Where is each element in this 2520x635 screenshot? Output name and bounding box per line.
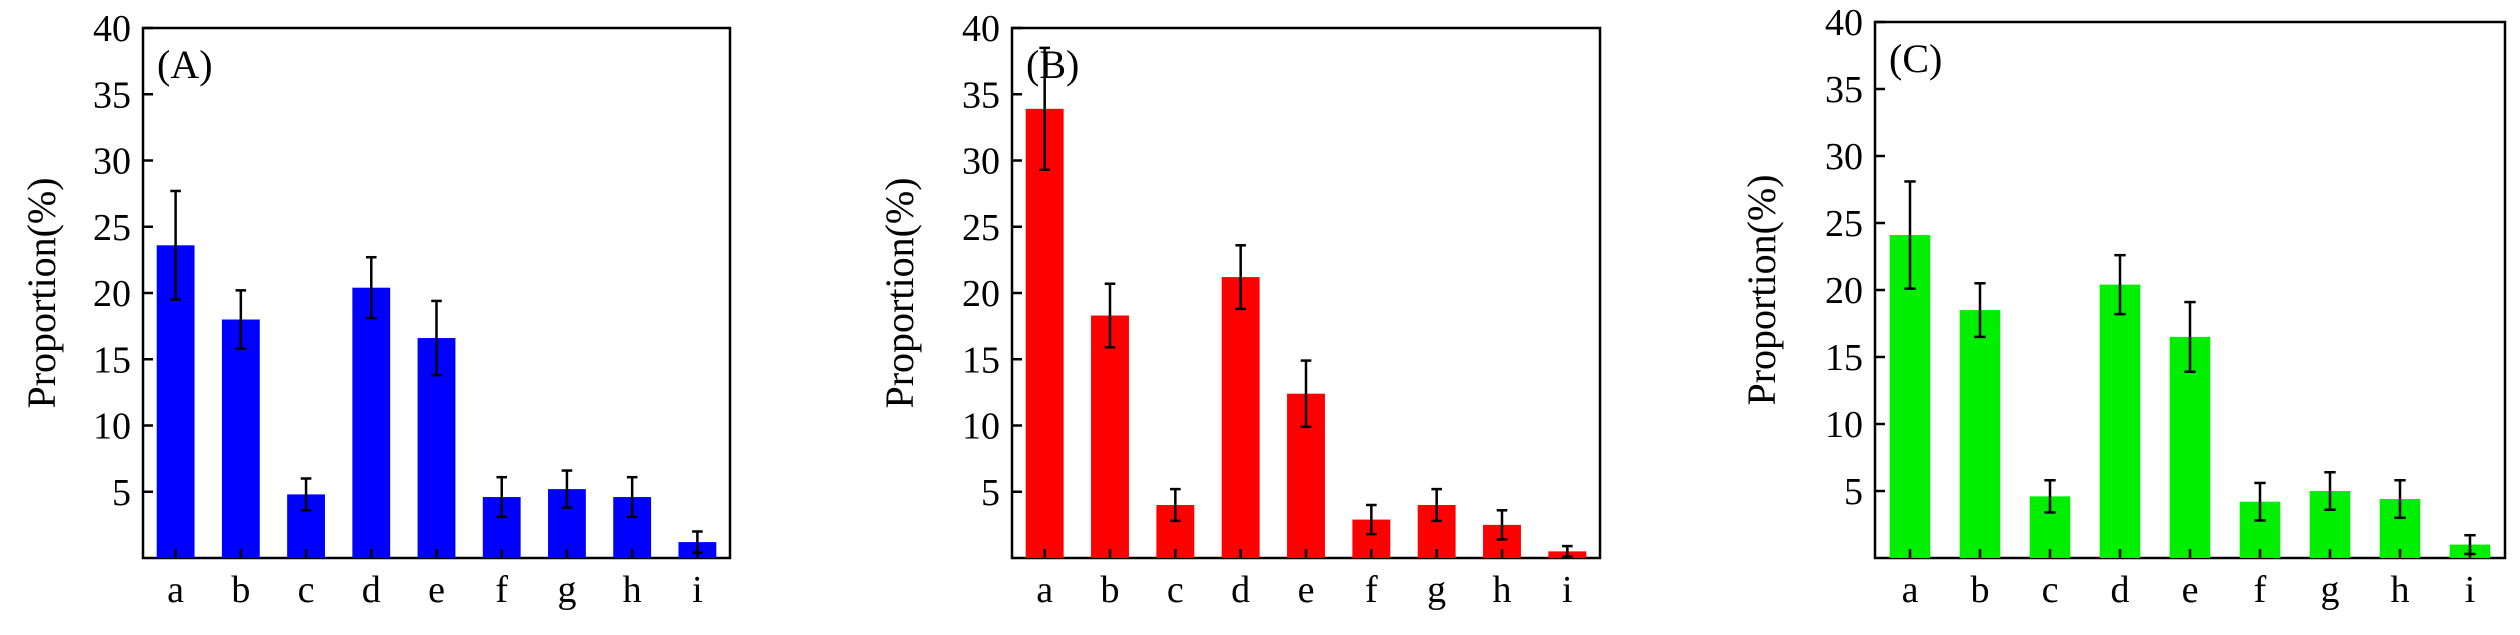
panel-a-label: (A) (157, 42, 213, 87)
panel-b-error-bar-b (1104, 282, 1116, 349)
panel-a-y-tick-label: 30 (93, 141, 131, 183)
panel-b-error-bar-g (1431, 487, 1442, 523)
panel-b-bar-a (1025, 108, 1064, 558)
panel-c-bar-d (2099, 284, 2141, 558)
panel-b-y-tick-label: 25 (962, 207, 1000, 249)
panel-a-x-tick-label: c (298, 569, 315, 611)
panel-b-x-tick-label: d (1231, 569, 1250, 611)
panel-c-x-tick-label: g (2321, 569, 2340, 611)
panel-b-x-tick-label: h (1493, 569, 1512, 611)
panel-a-x-tick-label: h (623, 569, 642, 611)
panel-b-x-tick-label: e (1298, 569, 1315, 611)
panel-b-y-axis-title: Proportion(%) (877, 177, 922, 408)
panel-a-y-tick-label: 5 (112, 472, 131, 514)
panel-c-error-bar-h (2394, 479, 2406, 520)
panel-a-error-bar-a (170, 189, 181, 301)
panel-a-y-tick-label: 40 (93, 8, 131, 50)
panel-b-error-bar-a (1039, 46, 1050, 172)
panel-b-y-tick-label: 10 (962, 406, 1000, 448)
panel-b-x-tick-label: c (1167, 569, 1184, 611)
panel-b-error-bar-c (1170, 487, 1181, 523)
panel-c-error-bar-d (2114, 253, 2126, 316)
panel-a-x-tick-label: f (495, 569, 508, 611)
panel-a-error-bar-c (300, 477, 312, 512)
panel-a-bar-d (352, 287, 391, 558)
panel-c-x-tick-label: h (2391, 569, 2410, 611)
panel-c-y-tick-label: 20 (1825, 270, 1863, 312)
panel-c-x-tick-label: f (2254, 569, 2267, 611)
panel-b-y-tick-label: 5 (981, 472, 1000, 514)
panel-a-y-tick-label: 35 (93, 74, 131, 116)
panel-a-x-tick-label: e (428, 569, 445, 611)
panel-c-bar-b (1959, 310, 2001, 558)
panel-c-x-tick-label: b (1971, 569, 1990, 611)
panel-c-y-tick-label: 10 (1825, 404, 1863, 446)
panel-b-x-tick-label: b (1101, 569, 1120, 611)
panel-c-x-tick-label: e (2182, 569, 2199, 611)
panel-a-error-bar-f (496, 475, 508, 519)
panel-b-x-tick-label: i (1562, 569, 1573, 611)
panel-c-bar-e (2169, 336, 2211, 558)
panel-c-error-bar-b (1974, 282, 1986, 339)
panel-a-x-tick-label: d (362, 569, 381, 611)
panel-a-x-tick-label: g (557, 569, 576, 611)
panel-a-error-bar-e (431, 299, 442, 377)
panel-a: 5 10 15 20 25 30 35 40 Proportion(%) a b c d e f g h i (A) (19, 8, 732, 611)
panel-c-y-axis-title: Proportion(%) (1739, 174, 1784, 405)
panel-b-error-bar-d (1235, 244, 1246, 311)
panel-b-error-bar-h (1496, 509, 1508, 541)
panel-c-x-tick-label: c (2042, 569, 2059, 611)
panel-c-error-bar-g (2324, 470, 2336, 512)
panel-b-x-tick-label: g (1427, 569, 1446, 611)
panel-b-y-tick-label: 20 (962, 273, 1000, 315)
panel-b-bar-d (1221, 277, 1260, 558)
panel-c-label: (C) (1889, 36, 1942, 81)
panel-a-y-tick-label: 25 (93, 207, 131, 249)
panel-c-y-tick-label: 15 (1825, 337, 1863, 379)
panel-c-x-tick-label: a (1902, 569, 1919, 611)
panel-a-y-tick-label: 10 (93, 406, 131, 448)
panel-c-y-tick-label: 30 (1825, 136, 1863, 178)
panel-c-y-tick-label: 35 (1825, 69, 1863, 111)
panel-b-x-tick-label: a (1036, 569, 1053, 611)
panel-b-error-bar-f (1366, 503, 1377, 536)
panel-a-y-tick-label: 20 (93, 273, 131, 315)
panel-a-error-bar-b (235, 289, 247, 350)
panel-a-x-tick-label: a (167, 569, 184, 611)
panel-c-error-bar-e (2184, 300, 2196, 373)
panel-b-y-tick-label: 30 (962, 141, 1000, 183)
panel-b: 5 10 15 20 25 30 35 40 Proportion(%) a b c d e f g h i (B) (877, 8, 1602, 611)
panel-b-y-tick-label: 40 (962, 8, 1000, 50)
panel-a-bar-b (221, 319, 260, 558)
panel-a-x-tick-label: b (231, 569, 250, 611)
panel-c-error-bar-a (1904, 180, 1916, 290)
panel-b-y-tick-label: 15 (962, 339, 1000, 381)
panel-c-x-tick-label: i (2465, 569, 2476, 611)
panel-b-label: (B) (1026, 42, 1079, 87)
panel-b-y-tick-label: 35 (962, 74, 1000, 116)
panel-c: 5 10 15 20 25 30 35 40 Proportion(%) a b c d e f g h i (C) (1739, 2, 2507, 611)
panel-a-y-tick-label: 15 (93, 339, 131, 381)
panel-c-y-tick-label: 25 (1825, 203, 1863, 245)
panel-b-bar-b (1091, 315, 1129, 558)
panel-c-error-bar-c (2044, 479, 2056, 514)
panel-c-y-tick-label: 5 (1844, 471, 1863, 513)
panel-c-error-bar-f (2254, 481, 2266, 522)
panel-a-error-bar-d (365, 255, 377, 320)
panel-a-error-bar-h (626, 475, 638, 519)
panel-c-x-tick-label: d (2111, 569, 2130, 611)
panel-a-y-axis-title: Proportion(%) (19, 177, 64, 408)
panel-a-error-bar-g (561, 469, 573, 509)
panel-c-y-tick-label: 40 (1825, 2, 1863, 44)
panel-b-error-bar-e (1300, 359, 1312, 429)
panel-b-x-tick-label: f (1365, 569, 1378, 611)
panel-a-x-tick-label: i (692, 569, 703, 611)
